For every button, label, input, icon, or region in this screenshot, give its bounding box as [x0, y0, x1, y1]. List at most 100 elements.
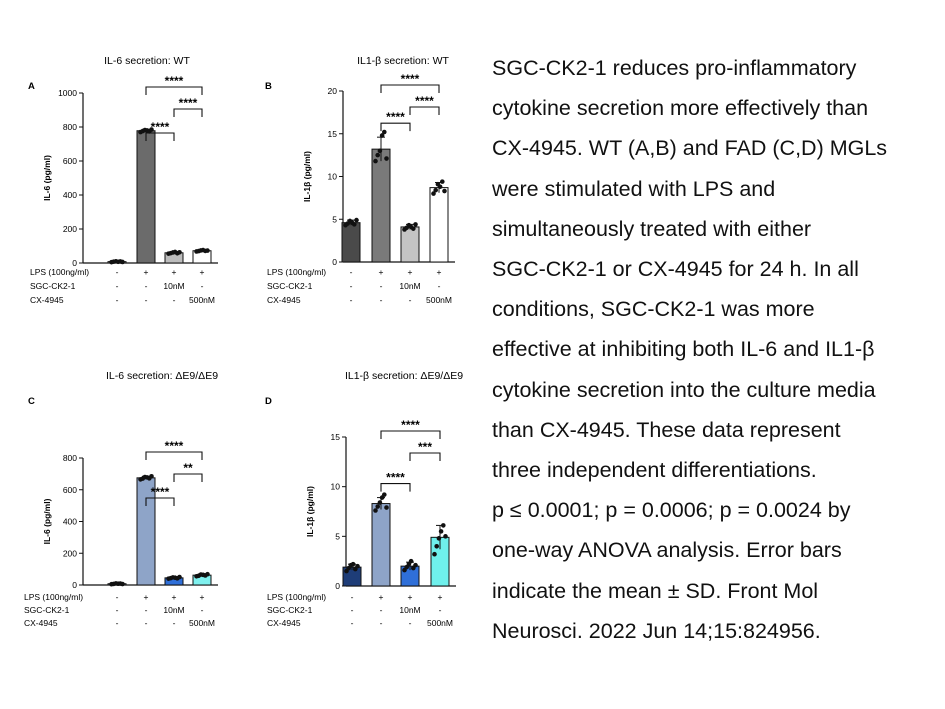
- caption-line: p ≤ 0.0001; p = 0.0006; p = 0.0024 by: [492, 498, 851, 523]
- data-point: [434, 543, 439, 549]
- data-point: [373, 158, 378, 164]
- condition-value: -: [439, 605, 442, 615]
- condition-value: +: [408, 592, 413, 602]
- data-point: [384, 505, 389, 510]
- bar: [136, 130, 156, 264]
- chart-panel-c: IL-6 secretion: ΔE9/ΔE9 C 0 200 400 600 800 IL-…: [24, 370, 218, 628]
- significance-label: ****: [165, 439, 184, 453]
- condition-value: 10nM: [163, 605, 184, 615]
- bar: [371, 148, 391, 263]
- y-tick-label: 15: [328, 129, 338, 139]
- significance-label: ****: [151, 485, 170, 499]
- condition-label: SGC-CK2-1: [267, 281, 313, 291]
- significance-bracket: [380, 122, 411, 132]
- significance-label: ****: [386, 110, 405, 124]
- condition-value: -: [116, 605, 119, 615]
- y-tick-label: 1000: [58, 88, 77, 98]
- significance-bracket: [173, 108, 203, 117]
- condition-value: -: [350, 267, 353, 277]
- figure-caption: SGC-CK2-1 reduces pro-inflammatory cytok…: [492, 48, 937, 651]
- data-point: [408, 558, 414, 564]
- condition-value: +: [200, 267, 205, 277]
- significance-bracket: [409, 106, 440, 115]
- condition-label: LPS (100ng/ml): [267, 592, 326, 602]
- y-axis-label: IL-6 (pg/ml): [42, 498, 52, 544]
- data-point: [354, 217, 359, 223]
- condition-value: -: [380, 618, 383, 628]
- condition-value: -: [380, 295, 383, 305]
- condition-value: +: [172, 592, 177, 602]
- significance-bracket: [145, 86, 203, 95]
- significance-bracket: [145, 132, 175, 141]
- y-tick-label: 0: [335, 581, 340, 591]
- data-point: [440, 179, 445, 184]
- caption-line: effective at inhibiting both IL-6 and IL…: [492, 337, 875, 362]
- condition-label: SGC-CK2-1: [30, 281, 76, 291]
- data-point: [382, 492, 387, 497]
- condition-value: -: [145, 605, 148, 615]
- data-point: [377, 148, 383, 154]
- data-point: [411, 226, 416, 231]
- chart-title: IL-6 secretion: WT: [104, 55, 190, 67]
- condition-value: -: [145, 295, 148, 305]
- data-point: [177, 574, 182, 580]
- bar: [341, 222, 361, 263]
- condition-value: -: [173, 618, 176, 628]
- significance-label: ****: [386, 471, 405, 485]
- significance-bracket: [380, 430, 441, 439]
- y-axis-label: IL-1β (pg/ml): [302, 151, 312, 202]
- condition-value: 500nM: [189, 618, 215, 628]
- data-point: [437, 184, 443, 190]
- significance-bracket: [380, 84, 440, 93]
- y-axis-label: IL-1β (pg/ml): [305, 486, 315, 537]
- condition-label: CX-4945: [30, 295, 64, 305]
- data-point: [375, 504, 380, 509]
- significance-label: **: [183, 461, 193, 475]
- caption-line: conditions, SGC-CK2-1 was more: [492, 297, 815, 322]
- significance-label: ****: [401, 72, 420, 86]
- y-tick-label: 0: [72, 258, 77, 268]
- data-point: [413, 562, 418, 568]
- data-point: [384, 156, 389, 161]
- condition-value: -: [116, 295, 119, 305]
- condition-value: -: [351, 592, 354, 602]
- caption-line: SGC-CK2-1 reduces pro-inflammatory: [492, 56, 857, 80]
- chart-title: IL1-β secretion: WT: [357, 55, 449, 67]
- caption-line: CX-4945. WT (A,B) and FAD (C,D) MGLs: [492, 136, 888, 161]
- significance-bracket: [380, 483, 411, 492]
- condition-value: -: [116, 267, 119, 277]
- y-tick-label: 5: [332, 214, 337, 224]
- data-point: [382, 129, 387, 135]
- data-point: [441, 523, 446, 528]
- caption-line: SGC-CK2-1 or CX-4945 for 24 h. In all: [492, 257, 859, 282]
- condition-label: CX-4945: [24, 618, 58, 628]
- chart-panel-a: IL-6 secretion: WT A 0 200 400 600 800 1000 IL-6…: [28, 55, 218, 305]
- condition-value: +: [144, 592, 149, 602]
- significance-label: ****: [401, 418, 420, 432]
- condition-value: 10nM: [399, 605, 420, 615]
- condition-label: LPS (100ng/ml): [267, 267, 326, 277]
- condition-label: LPS (100ng/ml): [30, 267, 89, 277]
- significance-bracket: [173, 473, 203, 482]
- condition-value: +: [379, 592, 384, 602]
- condition-value: -: [409, 295, 412, 305]
- condition-label: LPS (100ng/ml): [24, 592, 83, 602]
- chart-title: IL-6 secretion: ΔE9/ΔE9: [106, 370, 218, 382]
- data-point: [433, 187, 438, 193]
- y-tick-label: 20: [328, 86, 338, 96]
- condition-value: 10nM: [163, 281, 184, 291]
- significance-bracket: [409, 452, 441, 461]
- panel-letter: C: [28, 396, 35, 407]
- condition-value: -: [145, 618, 148, 628]
- chart-title: IL1-β secretion: ΔE9/ΔE9: [345, 370, 463, 382]
- condition-value: -: [438, 281, 441, 291]
- data-point: [350, 561, 356, 567]
- data-point: [149, 473, 154, 479]
- condition-value: +: [200, 592, 205, 602]
- y-tick-label: 400: [63, 517, 77, 527]
- chart-panel-b: IL1-β secretion: WT B 0 5 10 15 20 IL-1β (pg/ml…: [265, 55, 455, 305]
- condition-label: SGC-CK2-1: [24, 605, 70, 615]
- y-tick-label: 0: [72, 580, 77, 590]
- condition-label: SGC-CK2-1: [267, 605, 313, 615]
- chart-panel-d: IL1-β secretion: ΔE9/ΔE9 D 0 5 10 15 IL-1β (pg…: [265, 370, 463, 628]
